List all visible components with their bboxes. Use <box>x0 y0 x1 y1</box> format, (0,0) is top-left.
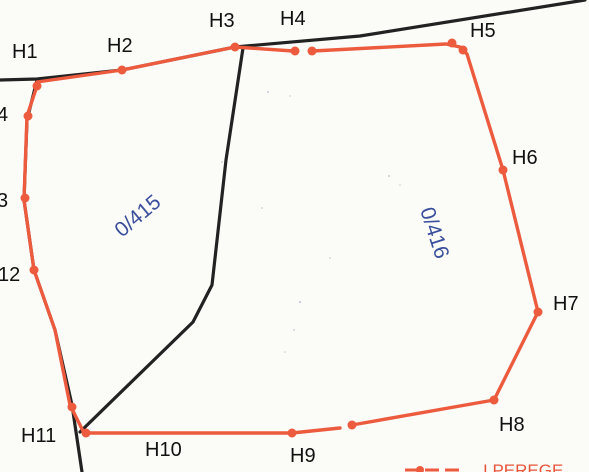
point-marker-h4b <box>307 46 317 56</box>
scan-noise <box>221 91 401 353</box>
label-h9: H9 <box>290 445 316 467</box>
point-marker-h2 <box>117 65 127 75</box>
parcel-number-415: 0/415 <box>110 190 165 241</box>
survey-points <box>20 38 543 438</box>
point-marker-h1 <box>32 81 42 91</box>
point-marker-left-1 <box>67 402 77 412</box>
point-marker-h11 <box>81 428 91 438</box>
left-red-boundary <box>22 84 86 435</box>
label-h10: H10 <box>145 439 182 461</box>
label-h7: H7 <box>553 293 579 315</box>
point-labels: H1 H2 H3 H4 H5 H6 H7 H8 H9 H10 H11 12 3 … <box>0 8 579 467</box>
red-boundaries <box>22 42 540 435</box>
label-h2: H2 <box>107 35 133 57</box>
parcel-divider-line <box>78 46 245 434</box>
label-h8: H8 <box>499 414 525 436</box>
label-h11: H11 <box>21 425 56 447</box>
parcel-number-416: 0/416 <box>415 204 453 261</box>
point-marker-h4a <box>290 46 300 56</box>
legend-dot-sample <box>416 466 424 472</box>
point-marker-h9 <box>287 428 297 438</box>
label-12: 12 <box>0 264 20 286</box>
label-h5: H5 <box>470 20 496 42</box>
red-road-segment <box>35 45 237 84</box>
label-3: 3 <box>0 190 8 212</box>
label-h6: H6 <box>512 147 538 169</box>
point-marker-12 <box>29 265 39 275</box>
label-4: 4 <box>0 104 8 126</box>
legend: I PEREGE <box>405 461 563 472</box>
label-h4: H4 <box>280 8 306 30</box>
point-marker-h6 <box>498 165 508 175</box>
point-marker-h8 <box>489 395 499 405</box>
point-marker-3 <box>20 193 30 203</box>
point-marker-h3 <box>230 42 240 52</box>
label-h3: H3 <box>209 10 235 32</box>
point-marker-h5b <box>458 45 468 55</box>
parcel-0416-boundary <box>82 42 540 435</box>
point-marker-4 <box>23 111 33 121</box>
point-marker-h7 <box>533 307 543 317</box>
label-h1: H1 <box>12 41 38 63</box>
legend-text: I PEREGE <box>483 461 563 472</box>
point-marker-mid <box>347 420 357 430</box>
point-marker-h5a <box>447 38 457 48</box>
